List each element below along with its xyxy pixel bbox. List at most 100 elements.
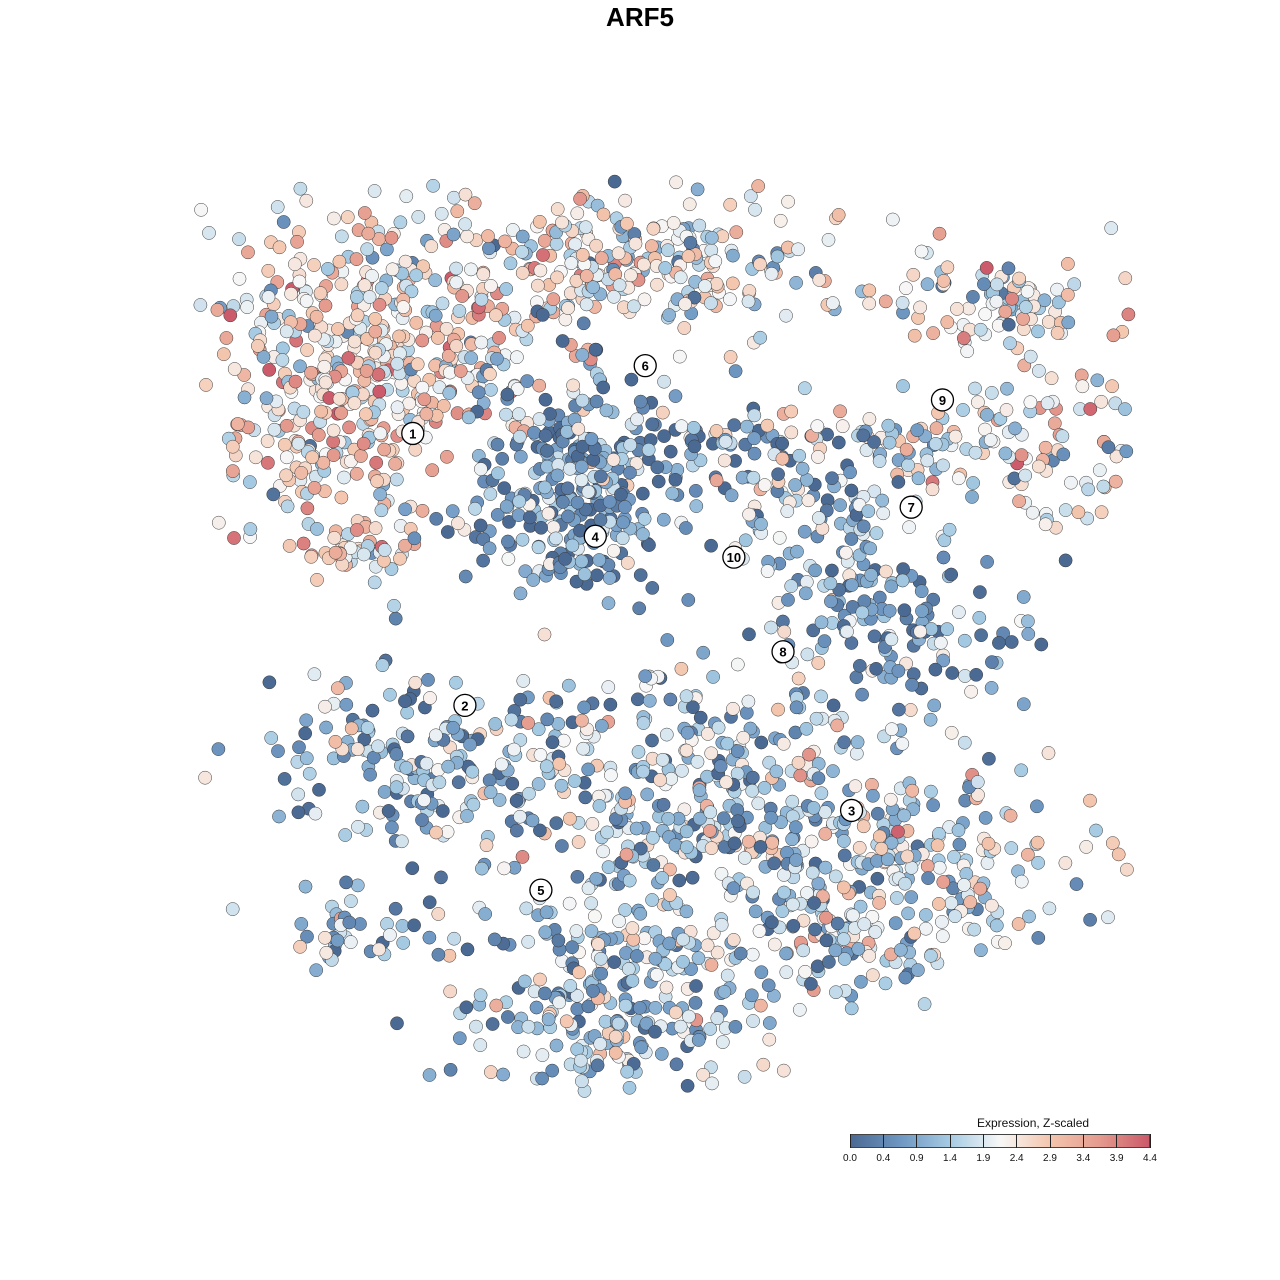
cell-point [593,513,608,527]
cell-point [359,407,373,422]
cell-point [1050,326,1065,340]
cluster-label-3: 3 [839,798,864,823]
cell-point [562,896,577,911]
cell-point [367,184,382,198]
cell-point [709,473,724,488]
cell-point [1118,402,1132,416]
cell-point [304,549,319,564]
cell-point [424,239,439,254]
cell-point [299,713,314,728]
cluster-label-marker [401,421,425,446]
cell-point [654,1047,669,1061]
cell-point [590,568,604,583]
cell-point [537,480,552,495]
cell-point [575,393,590,408]
cell-point [1032,364,1046,378]
cell-point [611,1016,626,1031]
cell-point [717,453,732,468]
cell-point [372,384,387,399]
cell-point [277,437,292,452]
cell-point [556,733,571,748]
cell-point [765,915,779,930]
cell-point [550,270,564,285]
cell-point [998,446,1013,461]
cell-point [432,775,447,790]
cell-point [483,487,498,501]
cell-point [940,315,955,329]
cell-point [575,713,589,728]
cell-point [194,202,208,217]
cell-point [1047,416,1062,431]
cell-point [510,350,524,365]
cell-point [1064,475,1078,490]
cell-point [980,555,994,569]
cell-point [482,541,497,556]
cell-point [990,277,1004,292]
cell-point [655,871,669,885]
cell-point [272,240,287,255]
cell-point [294,917,309,931]
cell-point [826,764,840,778]
cell-point [330,933,345,948]
cell-point [1021,627,1036,641]
cell-point [1031,931,1046,945]
cell-point [368,345,383,360]
cell-point [1041,746,1056,760]
cell-point [989,294,1004,309]
cell-point [839,545,853,560]
cell-point [596,380,611,395]
cell-point [276,215,291,229]
cell-point [689,499,704,513]
cell-point [980,408,994,422]
cell-point [538,925,553,940]
cell-point [586,280,600,295]
cell-point [812,273,827,287]
cell-point [422,895,437,910]
cell-point [467,196,482,211]
cell-point [618,903,632,917]
cell-point [814,689,828,704]
cell-point [913,300,927,315]
cluster-label-text: 2 [461,698,468,713]
cell-point [586,984,600,998]
cell-point [225,902,240,916]
cell-point [620,1064,635,1079]
cell-point [767,937,782,952]
cell-point [830,916,845,931]
cell-point [645,733,659,748]
legend-tick-label: 3.9 [1109,1153,1124,1164]
cell-point [307,258,321,272]
cluster-label-5: 5 [529,878,553,902]
cell-point [951,823,966,838]
cell-point [458,569,473,584]
cell-point [780,504,795,518]
cell-point [517,974,532,989]
cell-point [795,461,810,476]
cell-point [662,308,676,322]
cell-point [779,946,793,961]
cell-point [478,907,493,921]
cell-point [640,787,655,802]
cell-point [899,281,913,296]
cell-point [817,634,832,648]
cell-point [672,349,687,364]
cell-point [951,471,966,486]
cell-point [549,237,564,251]
cell-point [989,918,1004,933]
cell-point [772,530,787,545]
cell-point [574,459,589,474]
cell-point [312,782,326,797]
cell-point [649,968,664,982]
cell-point [911,471,926,486]
cell-point [786,897,800,912]
cell-point [546,520,561,535]
cell-point [262,363,277,377]
cell-point [775,451,790,466]
cell-point [1014,874,1029,889]
cell-point [319,945,334,960]
cell-point [870,806,885,821]
cell-point [550,468,565,483]
cell-point [1037,293,1052,308]
cell-point [823,576,838,591]
cell-point [944,725,959,740]
